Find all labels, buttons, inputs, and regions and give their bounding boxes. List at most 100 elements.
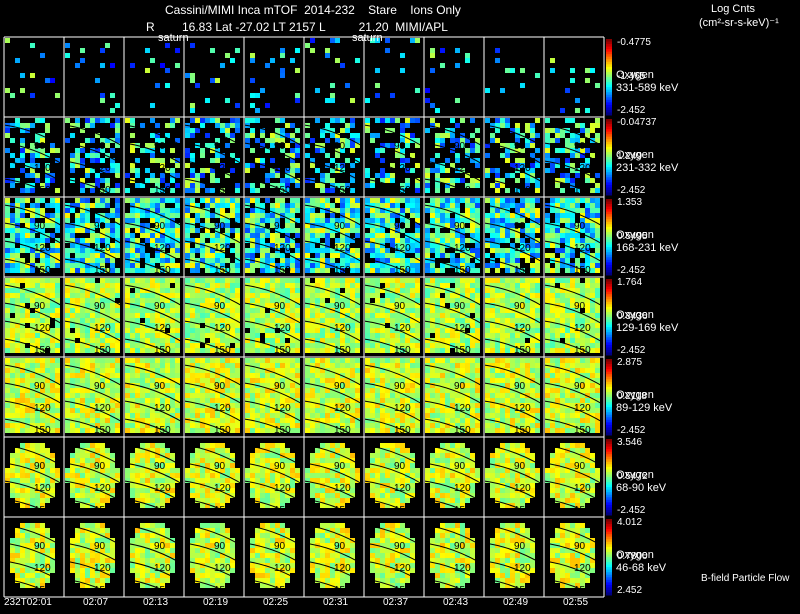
pixel	[450, 323, 455, 328]
pixel	[70, 298, 75, 303]
pixel	[425, 263, 430, 268]
pixel	[380, 218, 385, 223]
colorbar-step	[606, 154, 612, 158]
pixel	[580, 333, 585, 338]
pixel	[465, 228, 470, 233]
pixel	[585, 268, 590, 273]
pixel	[595, 228, 600, 233]
pixel	[425, 348, 430, 353]
pixel	[270, 293, 275, 298]
pixel	[105, 393, 110, 398]
pixel	[200, 428, 205, 433]
pixel	[275, 278, 280, 283]
pixel	[140, 378, 145, 383]
pixel	[160, 383, 165, 388]
pixel	[545, 288, 550, 293]
contour-label: 90	[334, 301, 346, 312]
pixel	[340, 253, 345, 258]
pixel	[445, 213, 450, 218]
pixel	[280, 183, 285, 188]
pixel	[515, 338, 520, 343]
pixel	[215, 248, 220, 253]
pixel	[75, 393, 80, 398]
pixel	[460, 278, 465, 283]
pixel	[295, 243, 300, 248]
pixel	[525, 293, 530, 298]
pixel	[35, 388, 40, 393]
pixel	[145, 428, 150, 433]
pixel	[115, 128, 120, 133]
pixel	[285, 233, 290, 238]
pixel	[560, 328, 565, 333]
pixel	[575, 208, 580, 213]
pixel	[170, 253, 175, 258]
contour-label: 90	[154, 381, 166, 392]
pixel	[415, 278, 420, 283]
pixel	[100, 388, 105, 393]
pixel	[325, 318, 330, 323]
pixel	[490, 343, 495, 348]
pixel	[190, 153, 195, 158]
pixel	[490, 233, 495, 238]
pixel	[320, 178, 325, 183]
pixel	[85, 293, 90, 298]
contour-label: 120	[334, 163, 351, 174]
pixel	[140, 198, 145, 203]
pixel	[220, 123, 225, 128]
pixel	[435, 293, 440, 298]
colorbar-step	[606, 332, 612, 336]
pixel	[260, 238, 265, 243]
pixel	[230, 373, 235, 378]
pixel	[190, 318, 195, 323]
pixel	[170, 243, 175, 248]
pixel	[465, 278, 470, 283]
pixel	[135, 268, 140, 273]
pixel	[55, 358, 60, 363]
pixel	[175, 118, 180, 123]
pixel	[565, 233, 570, 238]
pixel	[115, 238, 120, 243]
contour-label: 120	[274, 323, 291, 334]
pixel	[535, 298, 540, 303]
pixel	[25, 263, 30, 268]
pixel	[80, 393, 85, 398]
pixel	[530, 313, 535, 318]
pixel	[460, 258, 465, 263]
field-contour	[303, 222, 365, 246]
pixel	[570, 203, 575, 208]
pixel	[20, 208, 25, 213]
pixel	[275, 198, 280, 203]
pixel	[90, 223, 95, 228]
pixel	[200, 148, 205, 153]
pixel	[495, 198, 500, 203]
pixel	[35, 198, 40, 203]
pixel	[545, 233, 550, 238]
pixel	[310, 228, 315, 233]
pixel	[260, 258, 265, 263]
pixel	[65, 393, 70, 398]
pixel	[570, 168, 575, 173]
pixel	[585, 303, 590, 308]
pixel	[400, 268, 405, 273]
colorbar-step	[606, 149, 612, 153]
pixel	[195, 313, 200, 318]
pixel	[470, 158, 475, 163]
pixel	[80, 268, 85, 273]
pixel	[355, 278, 360, 283]
pixel	[55, 408, 60, 413]
pixel	[55, 393, 60, 398]
pixel	[75, 358, 80, 363]
colorbar-step	[606, 84, 612, 88]
pixel	[235, 323, 240, 328]
colorbar-step	[606, 231, 612, 235]
pixel	[445, 223, 450, 228]
pixel	[95, 293, 100, 298]
pixel	[415, 258, 420, 263]
pixel	[190, 228, 195, 233]
pixel	[85, 238, 90, 243]
pixel	[215, 213, 220, 218]
pixel	[270, 158, 275, 163]
pixel	[355, 258, 360, 263]
